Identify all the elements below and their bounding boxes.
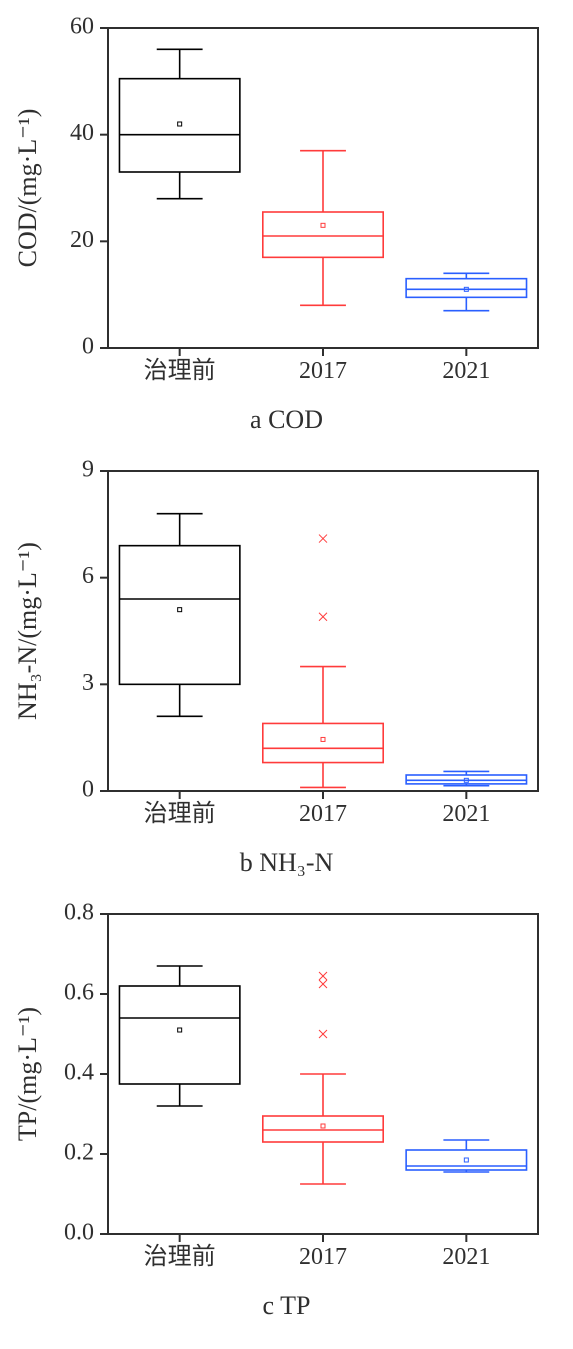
panel-c-subtitle: c TP bbox=[8, 1291, 565, 1321]
y-tick-label: 60 bbox=[70, 14, 94, 40]
x-tick-label: 2017 bbox=[299, 358, 347, 384]
x-tick-label: 2021 bbox=[442, 1244, 490, 1270]
y-tick-label: 0 bbox=[82, 334, 94, 360]
x-tick-label: 2017 bbox=[299, 1244, 347, 1270]
x-tick-label: 2021 bbox=[442, 801, 490, 827]
y-axis-label: NH₃-N/(mg·L⁻¹) bbox=[13, 542, 42, 720]
x-tick-label: 治理前 bbox=[144, 1243, 216, 1270]
y-tick-label: 0.4 bbox=[64, 1060, 94, 1086]
y-tick-label: 3 bbox=[82, 670, 94, 696]
x-tick-label: 治理前 bbox=[144, 357, 216, 384]
x-tick-label: 2017 bbox=[299, 801, 347, 827]
figure-stack: 0 20 40 60 治理前 2017 2021 COD/(mg·L⁻¹) a COD 0 3 6 9 治… bbox=[0, 0, 573, 1349]
panel-b-subtitle: b NH₃-N bbox=[8, 848, 565, 878]
y-tick-label: 20 bbox=[70, 227, 94, 253]
y-tick-label: 0.6 bbox=[64, 980, 94, 1006]
y-tick-label: 40 bbox=[70, 120, 94, 146]
panel-c: 0.0 0.2 0.4 0.6 0.8 治理前 2017 2021 TP/(mg·L⁻¹) bbox=[8, 896, 565, 1289]
y-tick-label: 0.2 bbox=[64, 1140, 94, 1166]
y-axis-label: COD/(mg·L⁻¹) bbox=[13, 109, 42, 268]
panel-b-svg: 0 3 6 9 治理前 2017 2021 NH₃-N/(mg·L⁻¹) bbox=[8, 453, 558, 846]
panel-a-subtitle: a COD bbox=[8, 405, 565, 435]
panel-b: 0 3 6 9 治理前 2017 2021 NH₃-N/(mg·L⁻¹) bbox=[8, 453, 565, 846]
y-tick-label: 0.0 bbox=[64, 1220, 94, 1246]
panel-c-svg: 0.0 0.2 0.4 0.6 0.8 治理前 2017 2021 TP/(mg·L⁻¹) bbox=[8, 896, 558, 1289]
panel-a: 0 20 40 60 治理前 2017 2021 COD/(mg·L⁻¹) bbox=[8, 10, 565, 403]
panel-a-svg: 0 20 40 60 治理前 2017 2021 COD/(mg·L⁻¹) bbox=[8, 10, 558, 403]
y-tick-label: 9 bbox=[82, 457, 94, 483]
y-tick-label: 6 bbox=[82, 563, 94, 589]
plot-frame bbox=[108, 471, 538, 791]
y-tick-label: 0 bbox=[82, 777, 94, 803]
x-tick-label: 治理前 bbox=[144, 800, 216, 827]
y-axis-label: TP/(mg·L⁻¹) bbox=[13, 1007, 42, 1141]
x-tick-label: 2021 bbox=[442, 358, 490, 384]
y-tick-label: 0.8 bbox=[64, 900, 94, 926]
